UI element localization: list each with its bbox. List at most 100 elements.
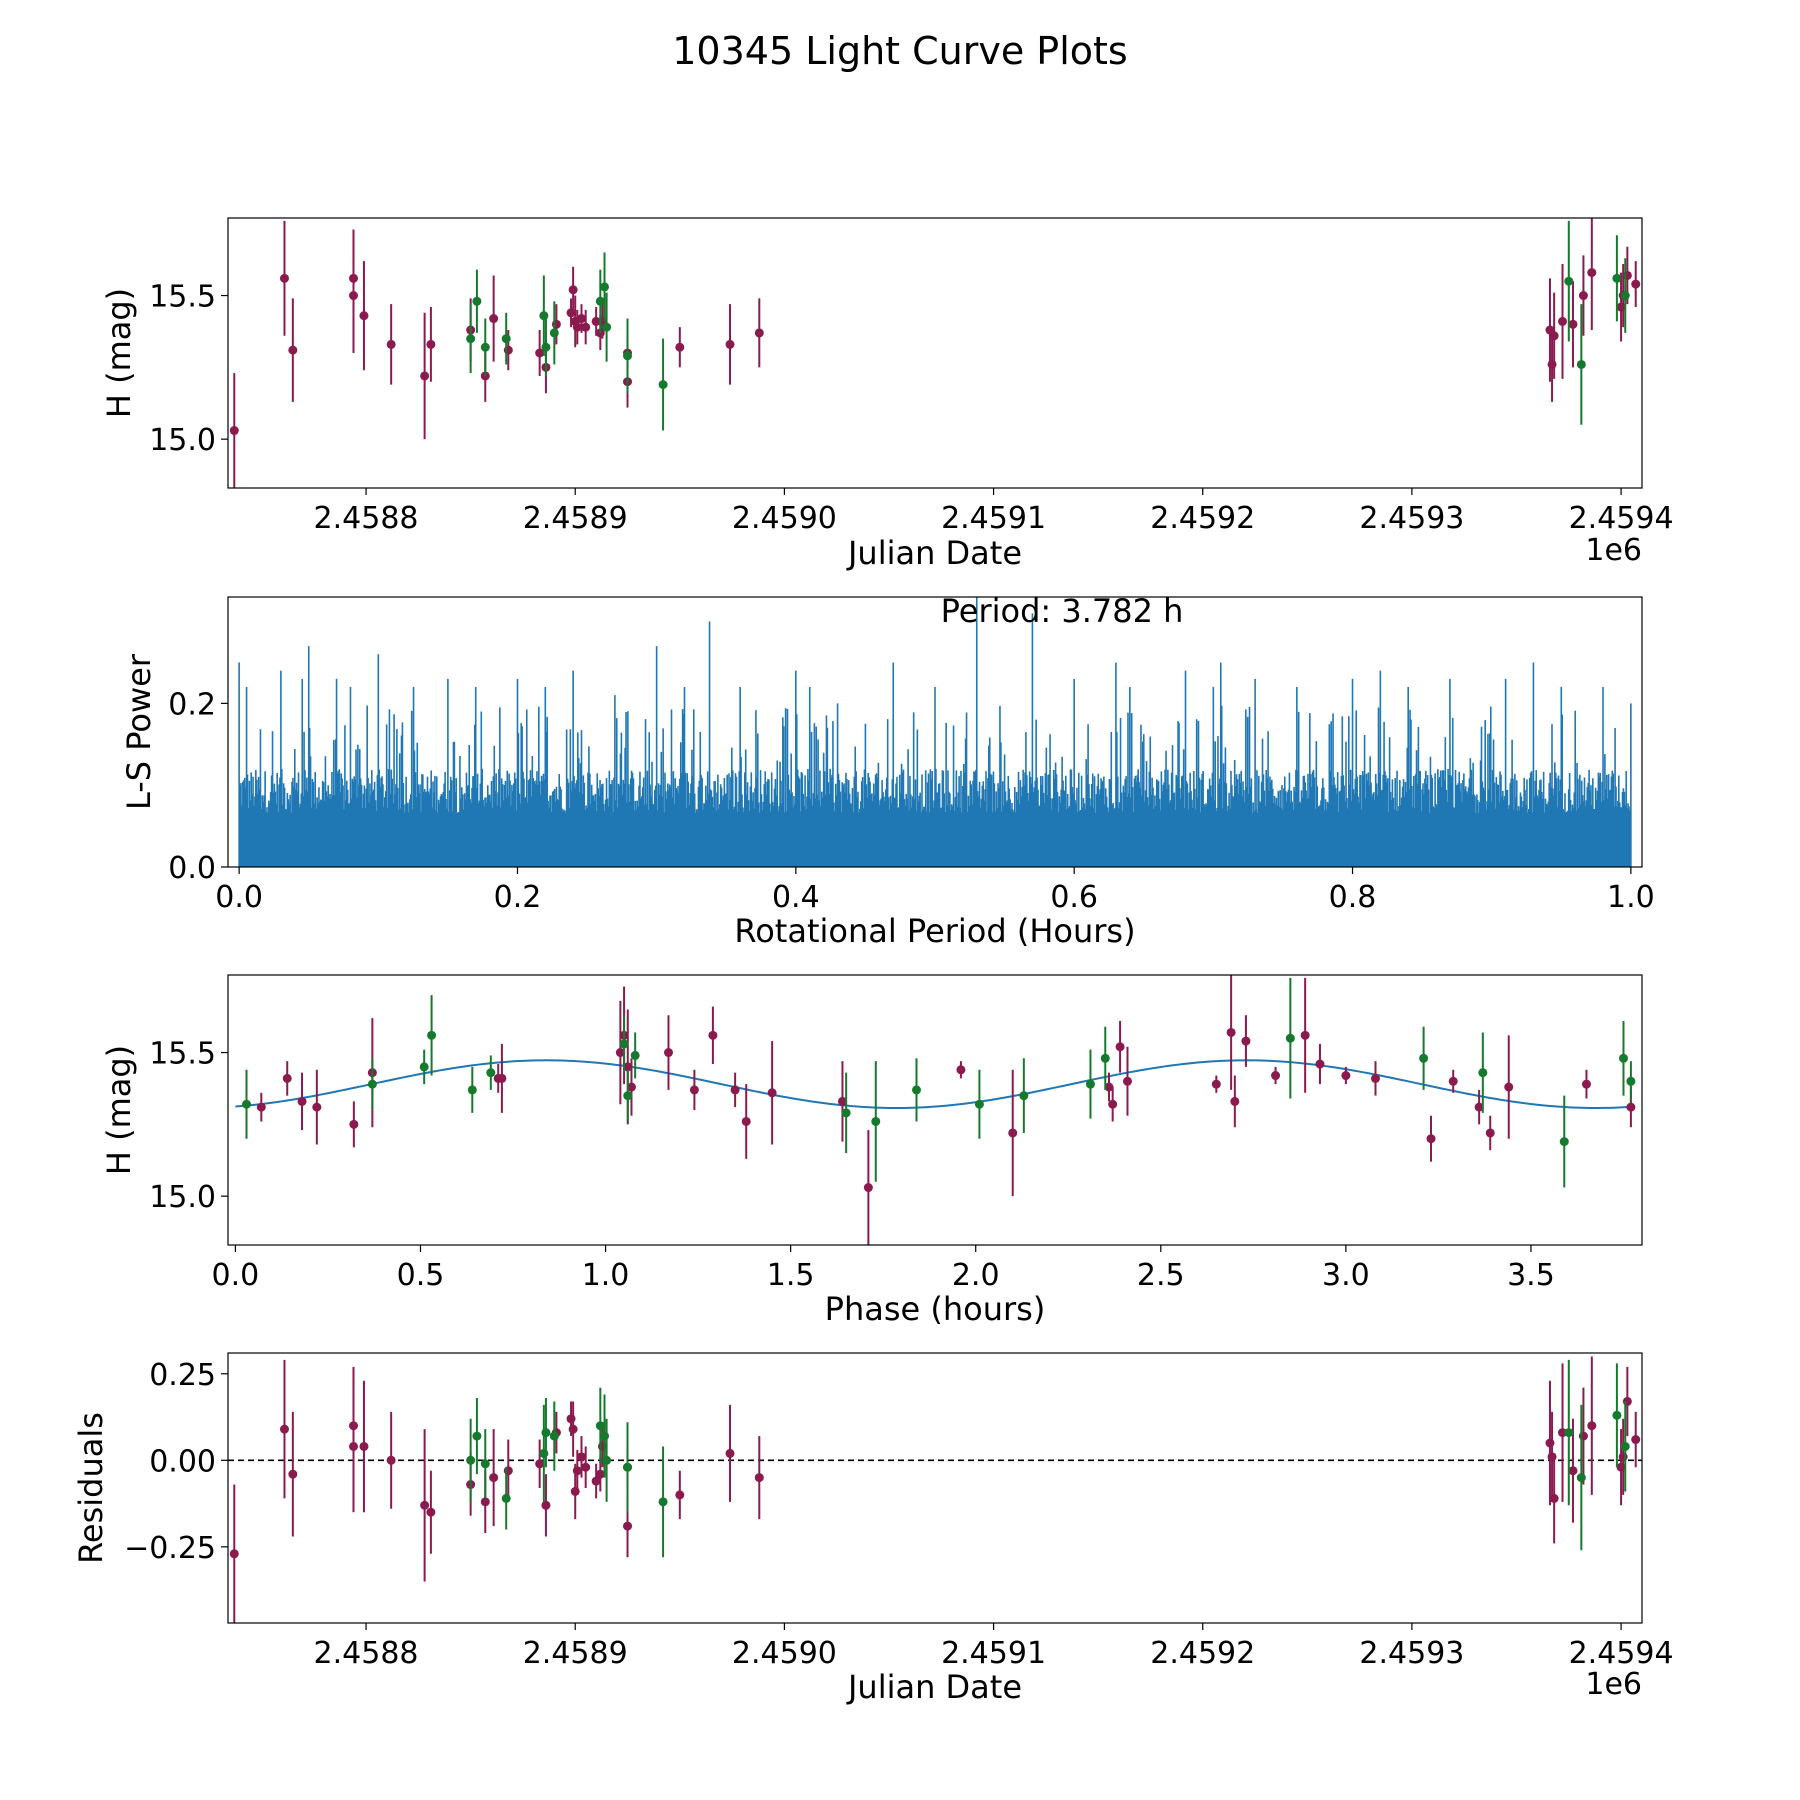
data-point bbox=[1559, 1137, 1569, 1147]
data-point bbox=[1230, 1096, 1240, 1106]
data-point bbox=[486, 1068, 496, 1078]
data-point bbox=[535, 348, 545, 358]
data-point bbox=[619, 1039, 629, 1049]
periodogram-ylabel: L-S Power bbox=[120, 653, 158, 810]
x-tick-label: 2.0 bbox=[952, 1258, 1000, 1293]
residuals-x-offset: 1e6 bbox=[1585, 1667, 1642, 1702]
data-point bbox=[1108, 1099, 1118, 1109]
data-point bbox=[623, 1462, 633, 1472]
data-point bbox=[591, 1476, 601, 1486]
data-point bbox=[288, 345, 298, 355]
data-point bbox=[1568, 1466, 1578, 1476]
lc-plot-area bbox=[229, 218, 1641, 488]
data-point bbox=[600, 1431, 610, 1441]
data-point bbox=[568, 1424, 578, 1434]
x-tick-label: 0.0 bbox=[212, 1258, 260, 1293]
data-point bbox=[1211, 1079, 1221, 1089]
data-point bbox=[541, 1428, 551, 1438]
data-point bbox=[466, 334, 476, 344]
data-point bbox=[1300, 1030, 1310, 1040]
data-point bbox=[297, 1096, 307, 1106]
x-tick-label: 2.4589 bbox=[523, 1636, 628, 1671]
data-point bbox=[1448, 1076, 1458, 1086]
y-tick-label: 0.2 bbox=[168, 687, 216, 722]
data-point bbox=[1578, 1431, 1588, 1441]
data-point bbox=[1622, 1396, 1632, 1406]
data-point bbox=[1622, 270, 1632, 280]
data-point bbox=[480, 342, 490, 352]
data-point bbox=[427, 1030, 437, 1040]
data-point bbox=[708, 1030, 718, 1040]
x-tick-label: 0.6 bbox=[1050, 880, 1098, 915]
data-point bbox=[1612, 1410, 1622, 1420]
data-point bbox=[279, 1424, 289, 1434]
data-point bbox=[472, 1431, 482, 1441]
data-point bbox=[754, 328, 764, 338]
data-point bbox=[489, 314, 499, 324]
data-point bbox=[1631, 279, 1641, 289]
data-point bbox=[539, 1448, 549, 1458]
periodogram-panel: 0.0 0.2 0.4 0.6 0.8 1.0 0.0 0.2 Period: 3.782 h… bbox=[120, 592, 1655, 950]
phase-plot-area bbox=[235, 975, 1636, 1245]
x-tick-label: 1.0 bbox=[1607, 880, 1655, 915]
data-point bbox=[841, 1108, 851, 1118]
phase-curve-frame bbox=[227, 974, 1643, 1246]
data-point bbox=[658, 1497, 668, 1507]
data-point bbox=[1370, 1073, 1380, 1083]
residuals-ylabel: Residuals bbox=[72, 1412, 110, 1564]
data-point bbox=[572, 1466, 582, 1476]
x-tick-label: 1.5 bbox=[767, 1258, 815, 1293]
x-tick-label: 2.4593 bbox=[1359, 1636, 1464, 1671]
data-point bbox=[1271, 1071, 1281, 1081]
data-point bbox=[1616, 1462, 1626, 1472]
x-tick-label: 0.2 bbox=[494, 880, 542, 915]
y-tick-label: −0.25 bbox=[124, 1531, 216, 1566]
data-point bbox=[600, 282, 610, 292]
data-point bbox=[1618, 1452, 1628, 1462]
periodogram-line bbox=[238, 597, 1632, 867]
phase-curve-marks bbox=[235, 975, 1636, 1245]
data-point bbox=[539, 311, 549, 321]
data-point bbox=[630, 1050, 640, 1060]
data-point bbox=[1558, 316, 1568, 326]
data-point bbox=[420, 371, 430, 381]
residuals-marks bbox=[228, 1356, 1642, 1623]
x-tick-label: 2.4593 bbox=[1359, 501, 1464, 536]
data-point bbox=[367, 1079, 377, 1089]
data-point bbox=[1085, 1079, 1095, 1089]
data-point bbox=[658, 380, 668, 390]
light-curve-ylabel: H (mag) bbox=[100, 288, 138, 418]
x-tick-label: 0.8 bbox=[1329, 880, 1377, 915]
data-point bbox=[581, 322, 591, 332]
data-point bbox=[591, 316, 601, 326]
data-point bbox=[426, 339, 436, 349]
data-point bbox=[1587, 1421, 1597, 1431]
light-curve-marks bbox=[229, 218, 1641, 488]
x-tick-label: 0.4 bbox=[772, 880, 820, 915]
x-tick-label: 0.0 bbox=[215, 880, 263, 915]
x-tick-label: 2.4591 bbox=[941, 1636, 1046, 1671]
data-point bbox=[386, 1455, 396, 1465]
x-tick-label: 2.5 bbox=[1137, 1258, 1185, 1293]
data-point bbox=[229, 426, 239, 436]
residuals-panel: 2.4588 2.4589 2.4590 2.4591 2.4592 2.4593 2.45… bbox=[72, 1352, 1674, 1706]
data-point bbox=[623, 351, 633, 361]
light-curve-panel: 2.4588 2.4589 2.4590 2.4591 2.4592 2.4593 2.45… bbox=[100, 217, 1674, 572]
data-point bbox=[541, 1500, 551, 1510]
y-tick-label: 0.00 bbox=[149, 1444, 216, 1479]
data-point bbox=[359, 1441, 369, 1451]
data-point bbox=[566, 1414, 576, 1424]
data-point bbox=[467, 1085, 477, 1095]
periodogram-ticks: 0.0 0.2 0.4 0.6 0.8 1.0 0.0 0.2 bbox=[168, 687, 1654, 915]
x-tick-label: 0.5 bbox=[397, 1258, 445, 1293]
data-point bbox=[1547, 359, 1557, 369]
data-point bbox=[675, 1490, 685, 1500]
data-point bbox=[1474, 1102, 1484, 1112]
data-point bbox=[566, 308, 576, 318]
data-point bbox=[472, 296, 482, 306]
data-point bbox=[597, 1441, 607, 1451]
data-point bbox=[480, 1459, 490, 1469]
data-point bbox=[1241, 1036, 1251, 1046]
data-point bbox=[572, 322, 582, 332]
data-point bbox=[911, 1085, 921, 1095]
